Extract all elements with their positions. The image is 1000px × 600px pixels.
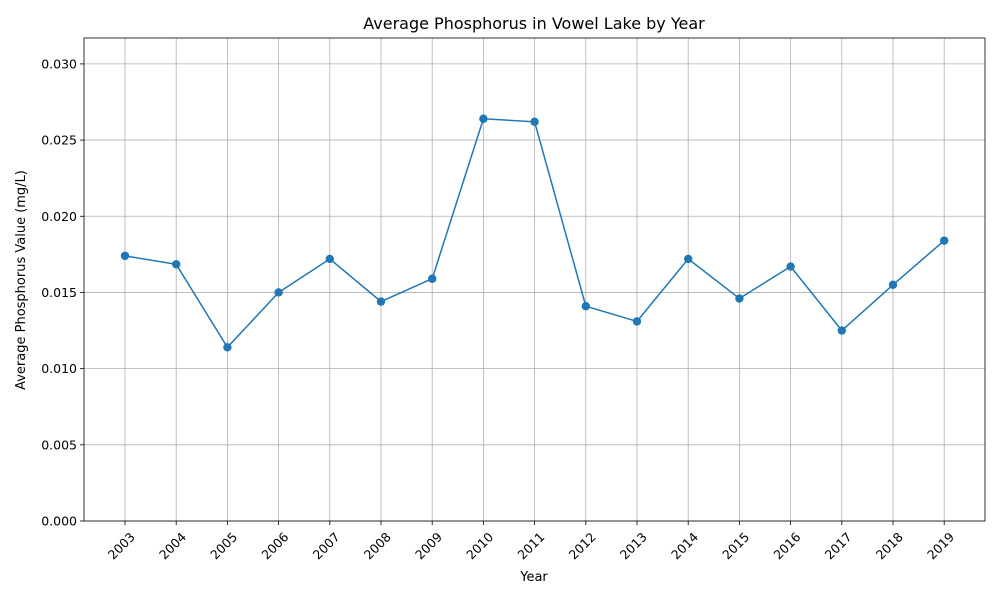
data-point (837, 326, 846, 335)
data-point (786, 262, 795, 271)
data-point (530, 117, 539, 127)
x-tick-label: 2006 (258, 529, 291, 562)
y-tick-label: 0.005 (41, 437, 77, 452)
data-point (223, 343, 232, 352)
x-tick-label: 2013 (617, 529, 650, 562)
y-axis-label: Average Phosphorus Value (mg/L) (14, 170, 29, 390)
x-axis: 2003 2004 2005 2006 2007 2008 2009 2010 2011 2012… (105, 521, 957, 562)
data-point (940, 236, 949, 245)
data-point (274, 288, 283, 297)
chart-title: Average Phosphorus in Vowel Lake by Year (363, 14, 705, 33)
x-tick-label: 2008 (361, 529, 394, 562)
y-tick-label: 0.010 (41, 361, 77, 376)
grid (84, 38, 985, 522)
x-tick-label: 2017 (822, 529, 855, 562)
data-point (376, 297, 386, 306)
data-point (684, 254, 693, 264)
y-axis: 0.000 0.005 0.010 0.015 0.020 0.025 0.030 (41, 56, 84, 529)
x-tick-label: 2012 (566, 529, 599, 562)
x-tick-label: 2009 (412, 529, 445, 562)
data-point (632, 317, 642, 326)
y-tick-label: 0.025 (41, 133, 77, 148)
data-point (428, 274, 437, 283)
x-tick-label: 2010 (463, 529, 496, 562)
x-tick-label: 2003 (105, 529, 138, 562)
data-point (120, 251, 130, 261)
x-tick-label: 2007 (310, 529, 343, 562)
data-points (120, 114, 949, 352)
data-point (581, 301, 590, 311)
data-point (325, 254, 334, 264)
x-tick-label: 2015 (719, 529, 752, 562)
data-point (479, 114, 488, 123)
y-tick-label: 0.030 (41, 56, 77, 71)
x-tick-label: 2014 (668, 529, 701, 562)
x-tick-label: 2018 (873, 529, 906, 562)
data-point (888, 280, 898, 290)
x-axis-label: Year (519, 570, 548, 585)
x-tick-label: 2011 (514, 529, 547, 562)
y-tick-label: 0.000 (41, 514, 77, 529)
x-tick-label: 2019 (924, 529, 957, 562)
x-tick-label: 2005 (207, 529, 240, 562)
data-point (735, 294, 744, 303)
x-tick-label: 2016 (770, 529, 803, 562)
y-tick-label: 0.015 (41, 285, 77, 300)
y-tick-label: 0.020 (41, 209, 77, 224)
data-point (172, 260, 181, 269)
x-tick-label: 2004 (156, 529, 189, 562)
